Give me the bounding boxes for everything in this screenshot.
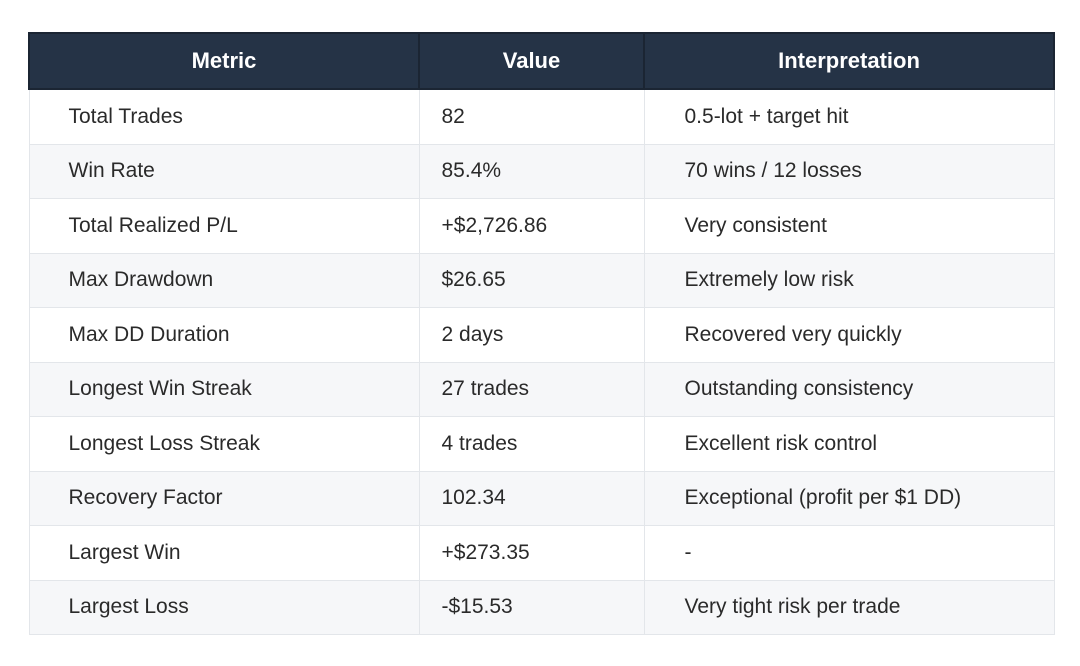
table-body: Total Trades 82 0.5-lot + target hit Win… — [28, 89, 1055, 635]
table-row: Longest Win Streak 27 trades Outstanding… — [28, 362, 1055, 417]
value-cell: 27 trades — [419, 362, 645, 417]
header-interpretation: Interpretation — [643, 32, 1055, 90]
table-row: Recovery Factor 102.34 Exceptional (prof… — [28, 471, 1055, 526]
table-row: Max DD Duration 2 days Recovered very qu… — [28, 307, 1055, 363]
value-cell: $26.65 — [419, 253, 645, 308]
table-row: Largest Loss -$15.53 Very tight risk per… — [28, 580, 1055, 635]
value-cell: 2 days — [419, 307, 645, 363]
value-cell: +$273.35 — [419, 525, 645, 581]
metric-cell: Max DD Duration — [28, 307, 420, 363]
metric-cell: Largest Loss — [28, 580, 420, 635]
interpretation-cell: - — [644, 525, 1055, 581]
table-row: Largest Win +$273.35 - — [28, 525, 1055, 581]
interpretation-cell: Very consistent — [644, 198, 1055, 254]
metric-cell: Largest Win — [28, 525, 420, 581]
interpretation-cell: 70 wins / 12 losses — [644, 144, 1055, 199]
interpretation-cell: Recovered very quickly — [644, 307, 1055, 363]
interpretation-cell: 0.5-lot + target hit — [644, 89, 1055, 145]
table-row: Longest Loss Streak 4 trades Excellent r… — [28, 416, 1055, 472]
metric-cell: Total Trades — [28, 89, 420, 145]
value-cell: 4 trades — [419, 416, 645, 472]
metrics-table: Metric Value Interpretation Total Trades… — [28, 32, 1055, 635]
value-cell: 82 — [419, 89, 645, 145]
interpretation-cell: Very tight risk per trade — [644, 580, 1055, 635]
metric-cell: Total Realized P/L — [28, 198, 420, 254]
table-row: Max Drawdown $26.65 Extremely low risk — [28, 253, 1055, 308]
metric-cell: Recovery Factor — [28, 471, 420, 526]
table-header: Metric Value Interpretation — [28, 32, 1055, 90]
header-row: Metric Value Interpretation — [28, 32, 1055, 90]
table-row: Total Trades 82 0.5-lot + target hit — [28, 89, 1055, 145]
value-cell: +$2,726.86 — [419, 198, 645, 254]
header-metric: Metric — [28, 32, 420, 90]
metric-cell: Win Rate — [28, 144, 420, 199]
interpretation-cell: Exceptional (profit per $1 DD) — [644, 471, 1055, 526]
table-row: Total Realized P/L +$2,726.86 Very consi… — [28, 198, 1055, 254]
table-row: Win Rate 85.4% 70 wins / 12 losses — [28, 144, 1055, 199]
value-cell: 102.34 — [419, 471, 645, 526]
value-cell: -$15.53 — [419, 580, 645, 635]
interpretation-cell: Outstanding consistency — [644, 362, 1055, 417]
metric-cell: Longest Loss Streak — [28, 416, 420, 472]
metrics-table-container: Metric Value Interpretation Total Trades… — [28, 32, 1055, 635]
metric-cell: Max Drawdown — [28, 253, 420, 308]
metric-cell: Longest Win Streak — [28, 362, 420, 417]
header-value: Value — [418, 32, 645, 90]
value-cell: 85.4% — [419, 144, 645, 199]
interpretation-cell: Excellent risk control — [644, 416, 1055, 472]
interpretation-cell: Extremely low risk — [644, 253, 1055, 308]
